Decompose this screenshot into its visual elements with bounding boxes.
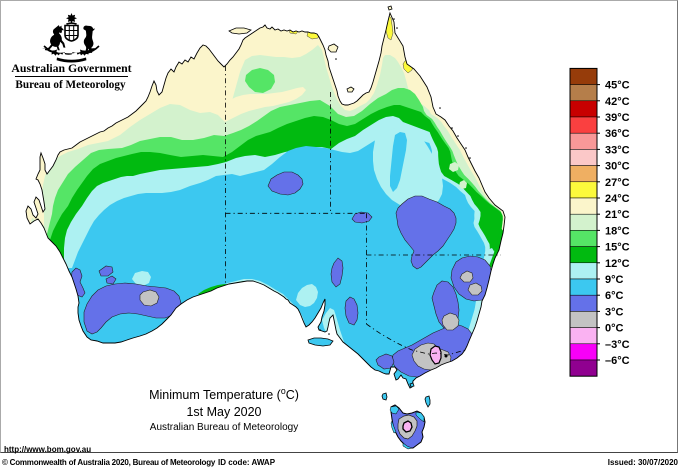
svg-text:0°C: 0°C	[605, 323, 624, 335]
svg-text:33°C: 33°C	[605, 144, 630, 156]
svg-text:42°C: 42°C	[605, 96, 630, 108]
svg-text:3°C: 3°C	[605, 306, 624, 318]
svg-text:21°C: 21°C	[605, 209, 630, 221]
svg-text:39°C: 39°C	[605, 112, 630, 124]
svg-text:27°C: 27°C	[605, 177, 630, 189]
svg-text:–6°C: –6°C	[605, 355, 630, 367]
svg-text:12°C: 12°C	[605, 258, 630, 270]
svg-text:24°C: 24°C	[605, 193, 630, 205]
svg-text:45°C: 45°C	[605, 80, 630, 92]
svg-text:–3°C: –3°C	[605, 339, 630, 351]
svg-text:15°C: 15°C	[605, 242, 630, 254]
svg-text:30°C: 30°C	[605, 161, 630, 173]
svg-text:6°C: 6°C	[605, 290, 624, 302]
svg-text:9°C: 9°C	[605, 274, 624, 286]
svg-text:18°C: 18°C	[605, 225, 630, 237]
svg-text:36°C: 36°C	[605, 128, 630, 140]
